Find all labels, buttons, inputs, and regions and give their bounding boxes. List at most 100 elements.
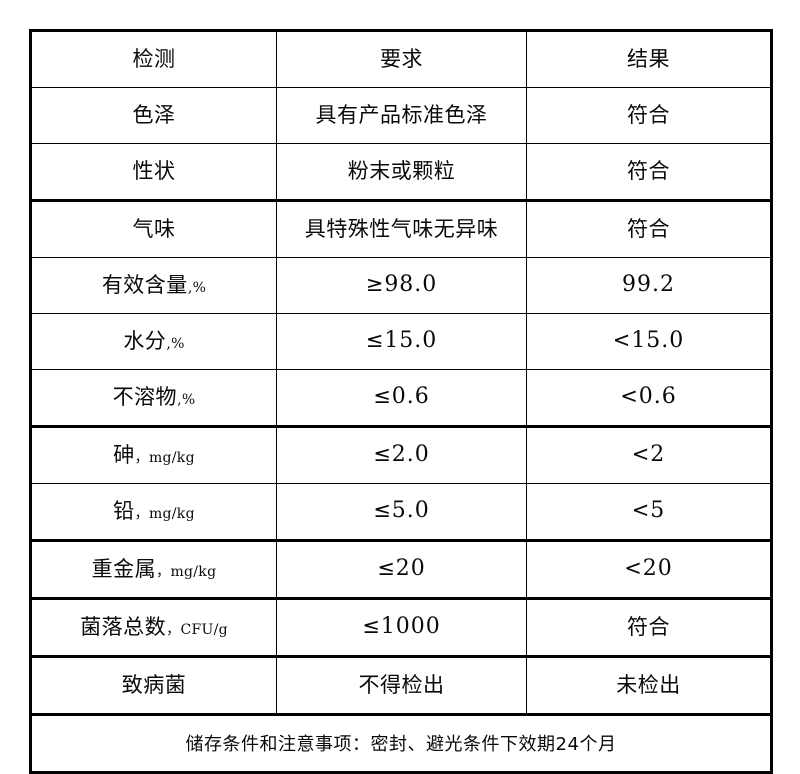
requirement-value: ≤15.0	[366, 328, 438, 353]
requirement-value: 具特殊性气味无异味	[304, 216, 499, 241]
cell-result: 99.2	[526, 257, 773, 314]
storage-note-value: 密封、避光条件下效期24个月	[370, 733, 617, 755]
cell-value: 20	[642, 556, 673, 582]
cell-item: 气味	[29, 199, 277, 258]
cell-requirement: ≤0.6	[276, 369, 527, 427]
cell-requirement: 具特殊性气味无异味	[276, 199, 527, 258]
cell-item: 菌落总数，CFU/g	[29, 597, 277, 657]
cell-value: 2	[650, 442, 666, 468]
cell-unit: ，CFU/g	[166, 621, 228, 638]
cell-value: 0.6	[638, 384, 677, 410]
requirement-value: ≤1000	[362, 614, 441, 639]
result-value: <5	[632, 498, 666, 523]
column-header-item: 检测	[29, 29, 277, 88]
cell-requirement: ≤5.0	[276, 483, 527, 541]
table-row: 色泽 具有产品标准色泽 符合	[29, 87, 773, 144]
item-name: 气味	[132, 216, 176, 241]
cell-value: 15.0	[384, 328, 438, 354]
result-value: 符合	[627, 102, 670, 127]
cell-item: 不溶物,%	[29, 369, 277, 427]
table-row: 菌落总数，CFU/g ≤1000 符合	[29, 597, 773, 657]
table-row: 水分,% ≤15.0 <15.0	[29, 313, 773, 370]
cell-unit: ，mg/kg	[156, 563, 217, 580]
comparison-operator: ≤	[373, 498, 392, 523]
requirement-value: ≥98.0	[366, 272, 438, 297]
cell-requirement: 粉末或颗粒	[276, 143, 527, 201]
cell-value: 15.0	[631, 328, 685, 354]
result-value: 未检出	[616, 672, 681, 697]
cell-result: 符合	[526, 143, 773, 201]
cell-unit: ,%	[177, 391, 196, 408]
requirement-value: ≤2.0	[373, 442, 430, 467]
table-footer-row: 储存条件和注意事项：密封、避光条件下效期24个月	[29, 713, 773, 774]
item-name: 砷	[113, 442, 135, 467]
cell-requirement: ≤20	[276, 539, 527, 599]
cell-requirement: ≥98.0	[276, 257, 527, 314]
table-header-row: 检测 要求 结果	[29, 29, 773, 88]
comparison-operator: ≤	[362, 614, 381, 639]
table-row: 不溶物,% ≤0.6 <0.6	[29, 369, 773, 427]
requirement-value: ≤20	[377, 556, 426, 581]
storage-note-label: 储存条件和注意事项：	[185, 733, 371, 755]
comparison-operator: ≤	[373, 442, 392, 467]
cell-value: 0.6	[391, 384, 430, 410]
result-value: 符合	[627, 216, 670, 241]
cell-result: 符合	[526, 87, 773, 144]
item-name: 不溶物	[112, 384, 178, 409]
item-name: 菌落总数	[80, 614, 167, 639]
item-name: 有效含量	[101, 272, 188, 297]
cell-item: 色泽	[29, 87, 277, 144]
result-value: <20	[624, 556, 673, 581]
result-value: 99.2	[622, 272, 675, 298]
table-row: 砷，mg/kg ≤2.0 <2	[29, 425, 773, 484]
column-header-text: 结果	[627, 46, 670, 71]
cell-unit: ，mg/kg	[134, 449, 195, 466]
cell-unit: ,%	[187, 279, 207, 296]
result-value: <0.6	[620, 384, 677, 409]
item-name: 色泽	[132, 102, 176, 127]
comparison-operator: ≤	[365, 328, 385, 353]
result-value: 符合	[627, 614, 670, 639]
cell-value: 98.0	[384, 272, 438, 298]
cell-requirement: 不得检出	[276, 655, 527, 715]
cell-result: <20	[526, 539, 773, 599]
result-value: 符合	[627, 158, 670, 183]
cell-result: <15.0	[526, 313, 773, 370]
table-row: 气味 具特殊性气味无异味 符合	[29, 199, 773, 258]
cell-unit: ，mg/kg	[134, 505, 195, 522]
cell-requirement: ≤2.0	[276, 425, 527, 484]
cell-value: 2.0	[391, 442, 430, 468]
requirement-value: 粉末或颗粒	[347, 158, 456, 183]
cell-item: 有效含量,%	[29, 257, 277, 314]
cell-result: <0.6	[526, 369, 773, 427]
item-name: 铅	[113, 498, 135, 523]
storage-conditions-note: 储存条件和注意事项：密封、避光条件下效期24个月	[29, 713, 773, 774]
result-value: <15.0	[613, 328, 685, 353]
comparison-operator: <	[620, 384, 639, 409]
comparison-operator: <	[631, 498, 651, 523]
cell-value: 5.0	[391, 498, 430, 524]
cell-result: <5	[526, 483, 773, 541]
cell-value: 5	[650, 498, 666, 524]
item-name: 致病菌	[121, 672, 187, 697]
table-body: 检测 要求 结果 色泽 具有产品标准色泽 符合 性状 粉末或颗粒 符合 气味 具特殊性气味无异味 符合…	[29, 29, 773, 774]
table-row: 重金属，mg/kg ≤20 <20	[29, 539, 773, 599]
cell-item: 水分,%	[29, 313, 277, 370]
cell-requirement: ≤15.0	[276, 313, 527, 370]
table-row: 性状 粉末或颗粒 符合	[29, 143, 773, 201]
cell-result: 符合	[526, 199, 773, 258]
comparison-operator: <	[624, 556, 643, 581]
column-header-text: 检测	[132, 46, 176, 71]
comparison-operator: <	[612, 328, 632, 353]
cell-unit: ,%	[166, 335, 185, 352]
item-name: 重金属	[91, 556, 157, 581]
cell-value: 20	[395, 556, 426, 582]
table-row: 有效含量,% ≥98.0 99.2	[29, 257, 773, 314]
cell-item: 重金属，mg/kg	[29, 539, 277, 599]
comparison-operator: ≤	[373, 384, 392, 409]
cell-requirement: 具有产品标准色泽	[276, 87, 527, 144]
requirement-value: 不得检出	[358, 672, 445, 697]
cell-item: 性状	[29, 143, 277, 201]
requirement-value: 具有产品标准色泽	[315, 102, 488, 127]
column-header-text: 要求	[380, 46, 423, 71]
